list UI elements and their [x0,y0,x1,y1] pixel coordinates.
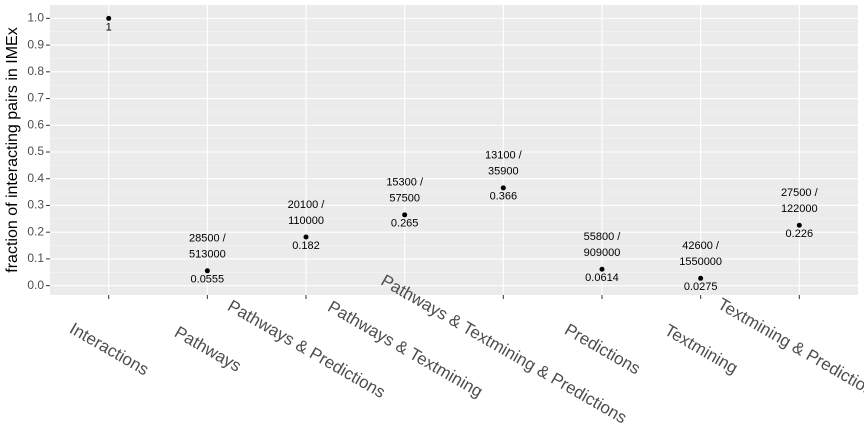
value-label: 1 [106,21,112,33]
y-tick-label: 0.2 [27,224,44,238]
y-tick-label: 0.4 [27,171,44,185]
y-tick-label: 0.1 [27,251,44,265]
ratio-label: 1550000 [679,256,722,268]
y-tick-label: 0.8 [27,64,44,78]
value-label: 0.366 [490,191,518,203]
point [599,266,605,272]
x-tick-label: Pathways & Textmining [324,297,485,401]
x-tick-label: Interactions [66,319,152,379]
ratio-label: 57500 [389,193,420,205]
y-tick-label: 0.7 [27,91,44,105]
ratio-label: 27500 / [781,187,819,199]
ratio-label: 55800 / [584,231,622,243]
x-tick-label: Pathways [171,322,244,375]
value-label: 0.182 [292,240,320,252]
y-tick-label: 1.0 [27,11,44,25]
plot-panel [50,5,858,295]
ratio-label: 122000 [781,203,818,215]
x-tick-label: Pathways & Predictions [224,296,388,402]
ratio-label: 42600 / [682,240,720,252]
point [698,275,704,281]
value-label: 0.0555 [191,274,225,286]
ratio-label: 28500 / [189,233,227,245]
point [303,234,309,240]
ratio-label: 513000 [189,249,226,261]
value-label: 0.0614 [585,272,619,284]
ratio-label: 35900 [488,166,519,178]
x-tick-label: Predictions [561,320,643,379]
y-tick-label: 0.3 [27,198,44,212]
y-tick-label: 0.9 [27,37,44,51]
y-axis-title: fraction of interacting pairs in IMEx [4,27,21,272]
ratio-label: 15300 / [386,177,424,189]
point [204,268,210,274]
point [106,15,112,21]
point [402,212,408,218]
y-tick-label: 0.6 [27,117,44,131]
point [796,222,802,228]
value-label: 0.0275 [684,281,718,293]
ratio-label: 20100 / [288,199,326,211]
x-tick-label: Textmining & Predictions [714,294,864,404]
point [500,185,506,191]
value-label: 0.226 [786,228,814,240]
x-tick-label: Textmining [661,321,741,378]
y-tick-label: 0.5 [27,144,44,158]
ratio-label: 909000 [584,247,621,259]
y-tick-label: 0.0 [27,278,44,292]
value-label: 0.265 [391,218,419,230]
spacer [50,0,864,1]
ratio-label: 13100 / [485,150,523,162]
ratio-label: 110000 [288,215,324,227]
